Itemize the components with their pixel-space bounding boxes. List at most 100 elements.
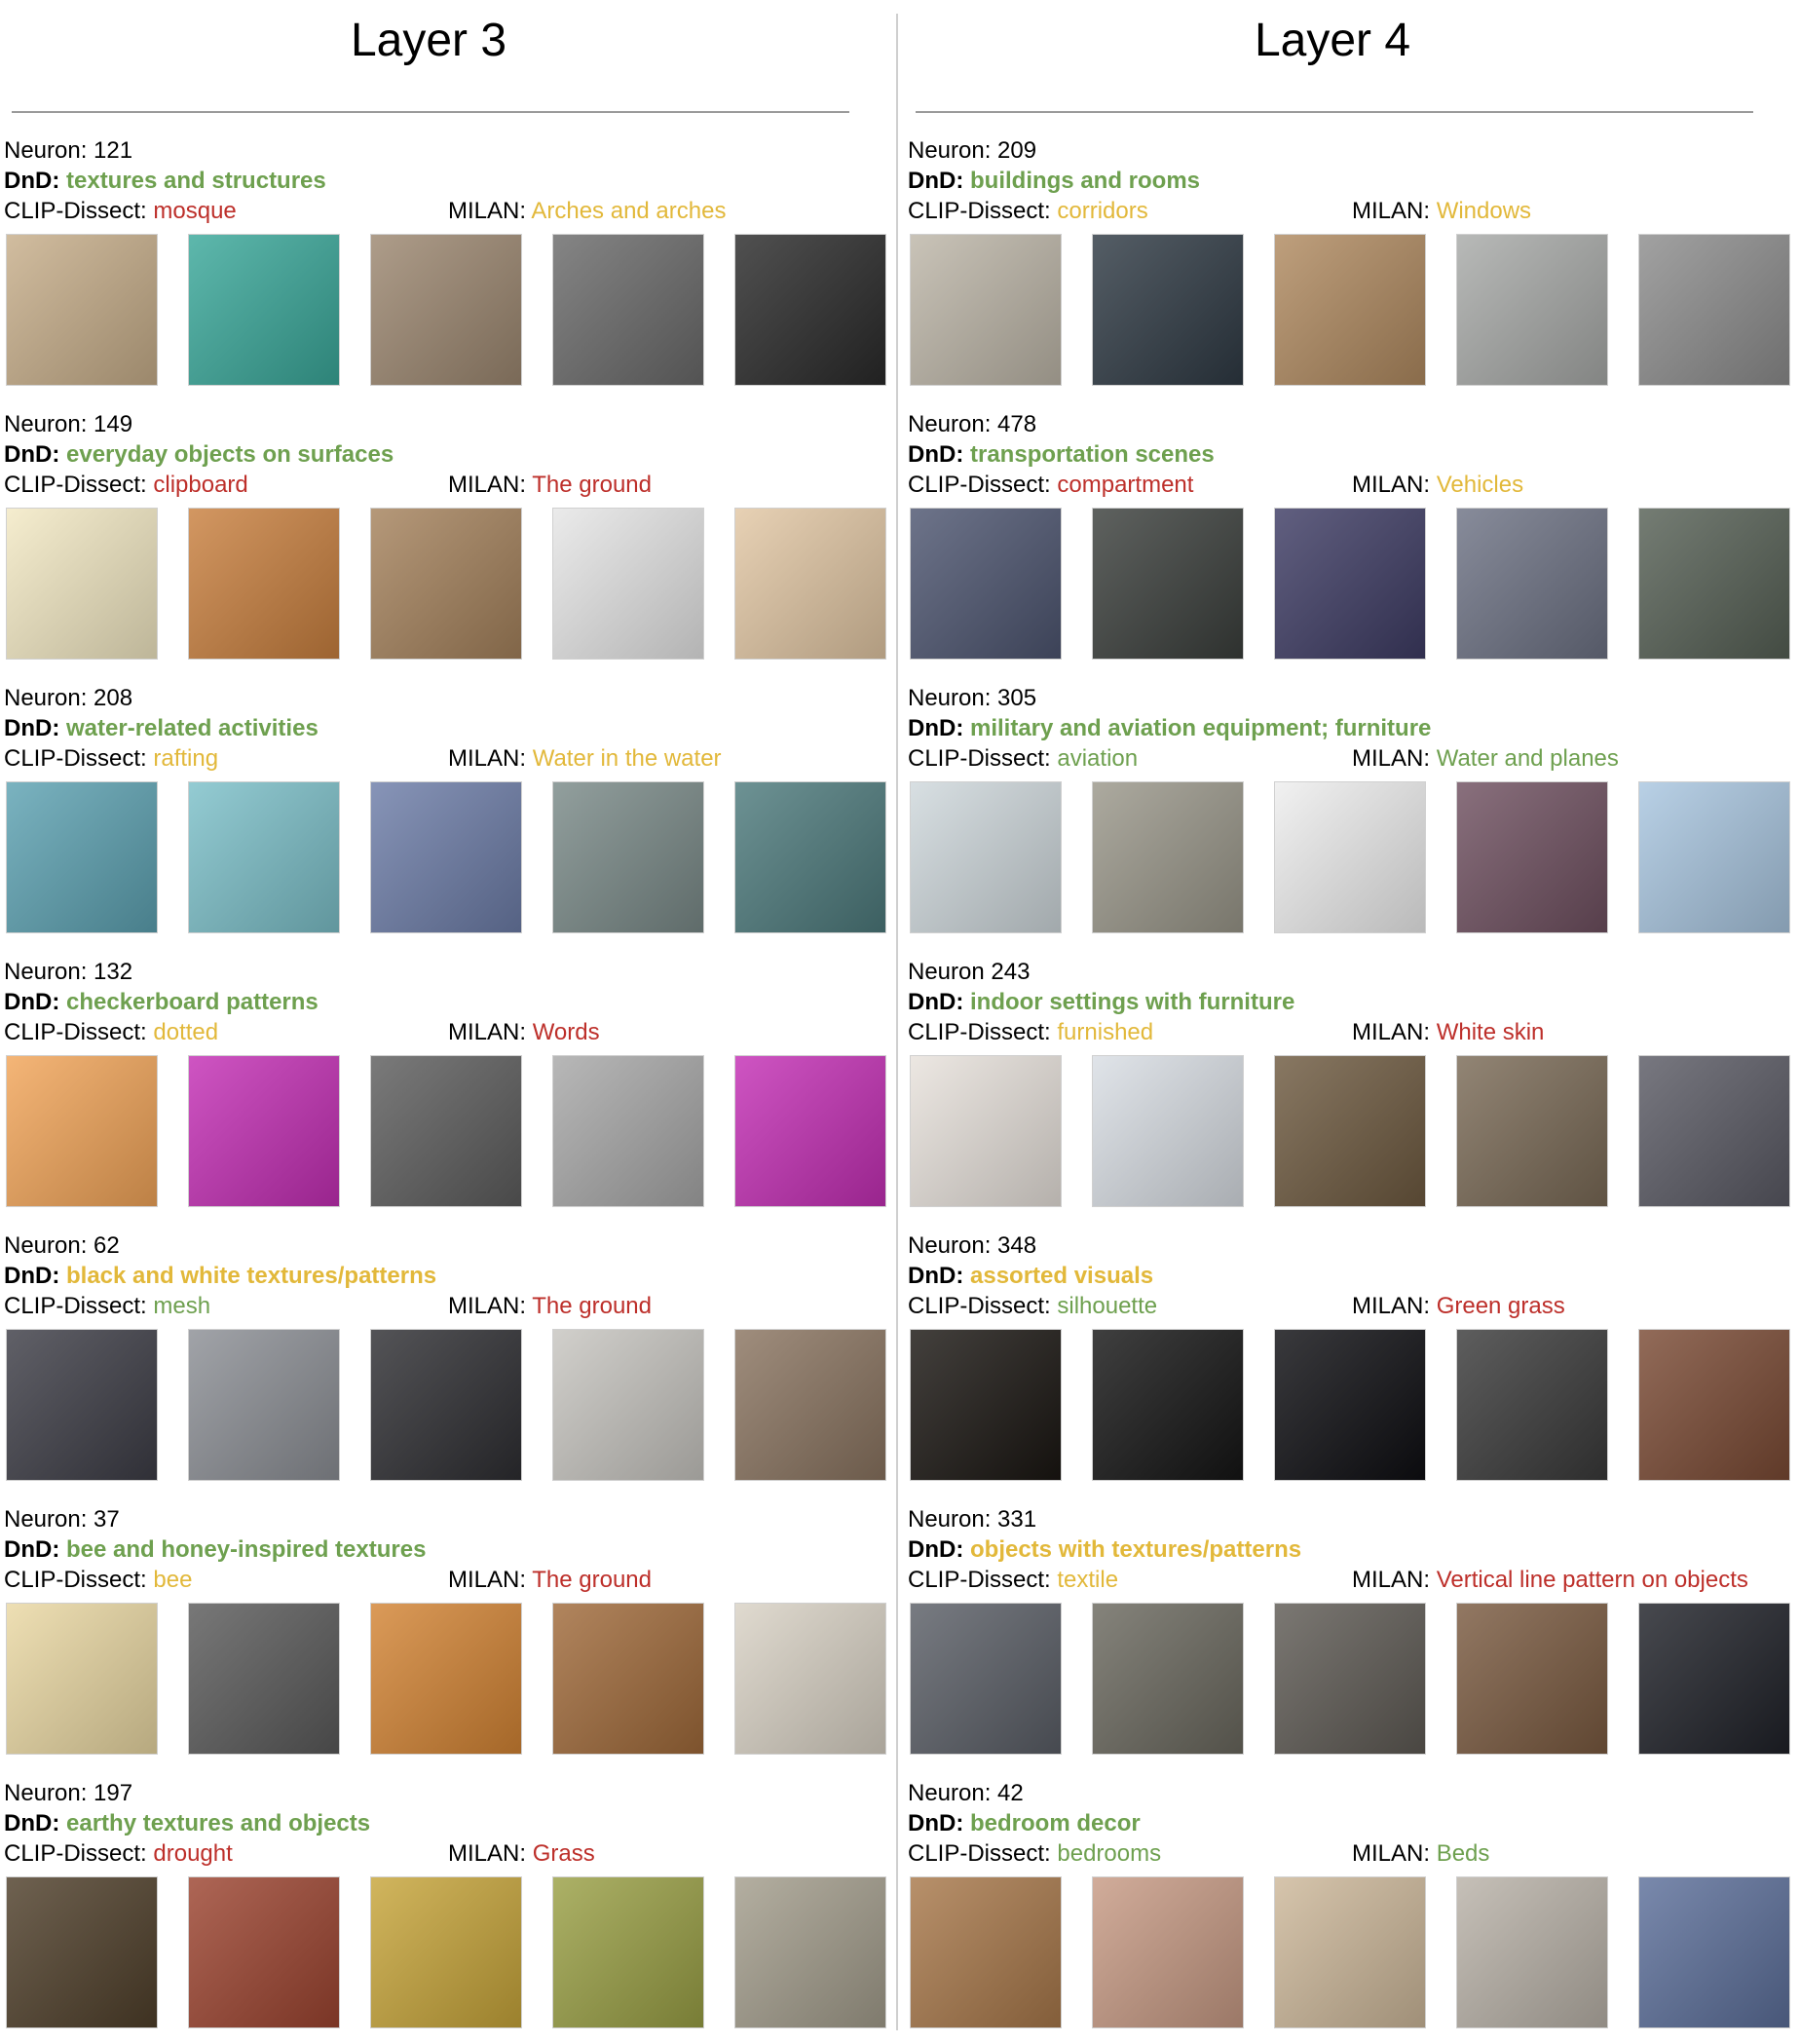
activation-image bbox=[1092, 1876, 1244, 2028]
activation-image bbox=[1638, 1055, 1790, 1207]
layer-4-title: Layer 4 bbox=[1254, 15, 1411, 66]
neuron-id: Neuron: 62 bbox=[4, 1232, 120, 1259]
title-rule bbox=[916, 111, 1753, 113]
neuron-id: Neuron: 37 bbox=[4, 1506, 120, 1533]
dnd-prefix: DnD: bbox=[908, 1263, 964, 1289]
clip-prefix: CLIP-Dissect: bbox=[4, 1293, 147, 1319]
milan-label: MILAN: Words bbox=[448, 1018, 600, 1047]
milan-prefix: MILAN: bbox=[448, 1293, 527, 1319]
dnd-description: bee and honey-inspired textures bbox=[66, 1536, 427, 1563]
clip-prefix: CLIP-Dissect: bbox=[908, 1019, 1051, 1045]
dnd-prefix: DnD: bbox=[908, 715, 964, 741]
activation-image bbox=[910, 1876, 1062, 2028]
activation-image bbox=[1456, 1603, 1608, 1755]
activation-image bbox=[734, 1876, 886, 2028]
neuron-block: Neuron: 121 DnD: textures and structures C… bbox=[0, 136, 896, 401]
clip-dissect-label: CLIP-Dissect: furnished bbox=[908, 1018, 1153, 1047]
neuron-block: Neuron: 478 DnD: transportation scenes CLI… bbox=[904, 410, 1800, 675]
activation-image bbox=[1456, 234, 1608, 386]
clip-prefix: CLIP-Dissect: bbox=[908, 472, 1051, 498]
neuron-block: Neuron: 208 DnD: water-related activities… bbox=[0, 684, 896, 949]
activation-image bbox=[6, 1603, 158, 1755]
dnd-description: buildings and rooms bbox=[970, 168, 1201, 194]
clip-prefix: CLIP-Dissect: bbox=[4, 745, 147, 772]
dnd-description: assorted visuals bbox=[970, 1263, 1154, 1289]
dnd-label: DnD: objects with textures/patterns bbox=[908, 1535, 1301, 1565]
activation-image bbox=[1456, 781, 1608, 933]
activation-image bbox=[734, 781, 886, 933]
clip-prefix: CLIP-Dissect: bbox=[908, 198, 1051, 224]
activation-image bbox=[552, 234, 704, 386]
dnd-description: indoor settings with furniture bbox=[970, 989, 1295, 1015]
milan-description: Beds bbox=[1436, 1840, 1490, 1867]
activation-image bbox=[1274, 508, 1426, 660]
clip-description: compartment bbox=[1057, 472, 1194, 498]
milan-label: MILAN: Water in the water bbox=[448, 744, 722, 774]
milan-description: The ground bbox=[532, 1567, 653, 1593]
activation-image bbox=[370, 781, 522, 933]
milan-prefix: MILAN: bbox=[448, 1567, 527, 1593]
layer-3-column: Layer 3 Neuron: 121 DnD: textures and str… bbox=[0, 0, 896, 2030]
activation-image bbox=[1092, 234, 1244, 386]
activation-image bbox=[188, 1603, 340, 1755]
activation-images bbox=[910, 508, 1796, 663]
milan-label: MILAN: The ground bbox=[448, 1292, 652, 1321]
activation-image bbox=[188, 234, 340, 386]
milan-label: MILAN: Water and planes bbox=[1352, 744, 1619, 774]
dnd-description: objects with textures/patterns bbox=[970, 1536, 1302, 1563]
activation-images bbox=[6, 1876, 892, 2032]
clip-prefix: CLIP-Dissect: bbox=[4, 1567, 147, 1593]
milan-prefix: MILAN: bbox=[448, 472, 527, 498]
dnd-prefix: DnD: bbox=[908, 1810, 964, 1836]
clip-prefix: CLIP-Dissect: bbox=[908, 1840, 1051, 1867]
neuron-block: Neuron: 149 DnD: everyday objects on surf… bbox=[0, 410, 896, 675]
neuron-id: Neuron: 121 bbox=[4, 137, 133, 164]
activation-image bbox=[552, 508, 704, 660]
clip-dissect-label: CLIP-Dissect: mesh bbox=[4, 1292, 210, 1321]
activation-image bbox=[1638, 1603, 1790, 1755]
activation-image bbox=[6, 234, 158, 386]
milan-label: MILAN: Grass bbox=[448, 1839, 595, 1869]
activation-image bbox=[1456, 508, 1608, 660]
milan-label: MILAN: The ground bbox=[448, 1566, 652, 1595]
dnd-label: DnD: textures and structures bbox=[4, 167, 326, 196]
milan-description: Vertical line pattern on objects bbox=[1436, 1567, 1748, 1593]
activation-image bbox=[1092, 508, 1244, 660]
milan-description: Windows bbox=[1436, 198, 1532, 224]
milan-description: Arches and arches bbox=[531, 198, 727, 224]
clip-description: rafting bbox=[153, 745, 219, 772]
activation-image bbox=[552, 1055, 704, 1207]
activation-image bbox=[1456, 1055, 1608, 1207]
activation-image bbox=[910, 508, 1062, 660]
clip-description: dotted bbox=[153, 1019, 219, 1045]
dnd-prefix: DnD: bbox=[4, 1536, 60, 1563]
neuron-id: Neuron: 42 bbox=[908, 1780, 1024, 1806]
dnd-prefix: DnD: bbox=[4, 715, 60, 741]
clip-dissect-label: CLIP-Dissect: bee bbox=[4, 1566, 192, 1595]
activation-image bbox=[370, 508, 522, 660]
activation-images bbox=[910, 1876, 1796, 2032]
neuron-block: Neuron: 62 DnD: black and white textures/… bbox=[0, 1231, 896, 1496]
neuron-id: Neuron: 208 bbox=[4, 685, 133, 711]
neuron-id: Neuron 243 bbox=[908, 959, 1031, 985]
layer-4-column: Layer 4 Neuron: 209 DnD: buildings and ro… bbox=[904, 0, 1800, 2030]
activation-images bbox=[910, 234, 1796, 390]
activation-image bbox=[1274, 234, 1426, 386]
dnd-prefix: DnD: bbox=[4, 168, 60, 194]
dnd-label: DnD: water-related activities bbox=[4, 714, 319, 743]
activation-image bbox=[1092, 1055, 1244, 1207]
milan-prefix: MILAN: bbox=[1352, 1840, 1431, 1867]
clip-dissect-label: CLIP-Dissect: clipboard bbox=[4, 471, 248, 500]
activation-image bbox=[910, 1329, 1062, 1481]
clip-prefix: CLIP-Dissect: bbox=[908, 745, 1051, 772]
activation-image bbox=[370, 1329, 522, 1481]
activation-images bbox=[6, 508, 892, 663]
activation-image bbox=[734, 1055, 886, 1207]
activation-images bbox=[6, 781, 892, 937]
milan-label: MILAN: Windows bbox=[1352, 197, 1531, 226]
activation-images bbox=[910, 1603, 1796, 1759]
neuron-id: Neuron: 478 bbox=[908, 411, 1037, 437]
milan-label: MILAN: Green grass bbox=[1352, 1292, 1565, 1321]
dnd-label: DnD: earthy textures and objects bbox=[4, 1809, 370, 1838]
activation-image bbox=[1274, 781, 1426, 933]
